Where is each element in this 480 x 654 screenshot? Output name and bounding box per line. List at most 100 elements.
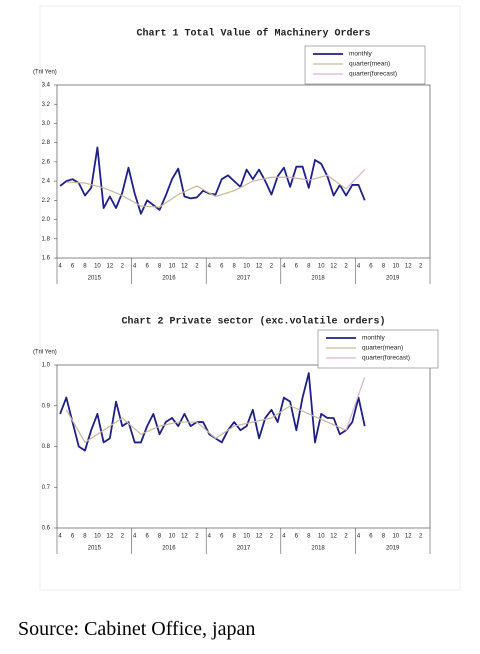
x-tick-label: 10: [169, 264, 176, 270]
y-tick-label: 0.6: [42, 526, 51, 532]
y-tick-label: 0.7: [42, 485, 51, 491]
x-tick-label: 10: [392, 534, 399, 540]
series-line: [66, 174, 347, 208]
y-axis-label: (Tril Yen): [33, 70, 57, 76]
legend-label: quarter(mean): [362, 345, 403, 352]
x-tick-label: 12: [256, 534, 263, 540]
x-tick-label: 8: [233, 264, 237, 270]
legend-box: [317, 329, 439, 369]
frame: [39, 5, 461, 591]
x-tick-label: 2: [270, 534, 274, 540]
year-label: 2016: [162, 546, 176, 552]
x-tick-label: 6: [295, 534, 299, 540]
y-tick-label: 0.8: [42, 444, 51, 450]
x-tick-label: 12: [256, 264, 263, 270]
x-tick-label: 2: [419, 264, 423, 270]
y-tick-label: 3.4: [42, 83, 51, 89]
year-label: 2016: [162, 276, 176, 282]
x-tick-label: 10: [94, 534, 101, 540]
x-tick-label: 8: [307, 534, 311, 540]
series-line: [345, 169, 366, 190]
x-tick-label: 10: [243, 534, 250, 540]
y-tick-label: 1.6: [42, 256, 51, 262]
year-label: 2017: [237, 546, 251, 552]
y-tick-label: 2.0: [42, 217, 51, 223]
x-tick-label: 10: [169, 534, 176, 540]
y-tick-label: 2.4: [42, 179, 51, 185]
x-tick-label: 4: [282, 534, 286, 540]
x-tick-label: 4: [58, 264, 62, 270]
x-tick-label: 12: [330, 534, 337, 540]
y-tick-label: 2.6: [42, 159, 51, 165]
x-tick-label: 8: [233, 534, 237, 540]
x-tick-label: 4: [208, 264, 212, 270]
x-tick-label: 4: [133, 264, 137, 270]
x-tick-label: 4: [208, 534, 212, 540]
y-tick-label: 1.0: [42, 363, 51, 369]
y-tick-label: 0.9: [42, 403, 51, 409]
x-tick-label: 2: [419, 534, 423, 540]
legend-label: quarter(forecast): [362, 355, 410, 362]
x-tick-label: 10: [318, 264, 325, 270]
x-tick-label: 2: [270, 264, 274, 270]
series-line: [345, 377, 366, 431]
x-tick-label: 4: [133, 534, 137, 540]
series-line: [59, 372, 366, 452]
x-tick-label: 4: [357, 534, 361, 540]
chart-area: Chart 1 Total Value of Machinery Orders (…: [33, 5, 461, 591]
x-tick-label: 8: [158, 264, 162, 270]
x-tick-label: 6: [369, 534, 373, 540]
x-tick-label: 4: [357, 264, 361, 270]
x-tick-label: 12: [106, 264, 113, 270]
x-tick-label: 8: [83, 534, 87, 540]
y-axis-label: (Tril Yen): [33, 350, 57, 356]
plot-frame: [56, 84, 431, 259]
x-tick-label: 12: [106, 534, 113, 540]
year-label: 2019: [386, 276, 400, 282]
x-tick-label: 2: [344, 534, 348, 540]
year-label: 2018: [311, 546, 325, 552]
x-tick-label: 6: [145, 534, 149, 540]
y-tick-label: 2.8: [42, 140, 51, 146]
legend-label: quarter(forecast): [349, 71, 397, 78]
x-tick-label: 6: [220, 534, 224, 540]
source-note: Source: Cabinet Office, japan: [18, 618, 256, 640]
year-label: 2018: [311, 276, 325, 282]
y-tick-label: 3.0: [42, 121, 51, 127]
x-tick-label: 12: [405, 534, 412, 540]
x-tick-label: 6: [295, 264, 299, 270]
y-tick-label: 3.2: [42, 102, 51, 108]
x-tick-label: 4: [58, 534, 62, 540]
series-line: [59, 146, 366, 215]
x-tick-label: 6: [369, 264, 373, 270]
legend-box: [304, 45, 426, 85]
x-tick-label: 6: [71, 534, 75, 540]
x-tick-label: 12: [405, 264, 412, 270]
year-label: 2015: [88, 276, 102, 282]
x-tick-label: 2: [121, 264, 125, 270]
x-tick-label: 10: [318, 534, 325, 540]
y-tick-label: 1.8: [42, 236, 51, 242]
y-tick-label: 2.2: [42, 198, 51, 204]
chart-title: Chart 1 Total Value of Machinery Orders: [136, 28, 370, 40]
year-label: 2017: [237, 276, 251, 282]
chart-title: Chart 2 Private sector (exc.volatile ord…: [121, 316, 385, 328]
x-tick-label: 12: [181, 264, 188, 270]
x-tick-label: 4: [282, 264, 286, 270]
x-tick-label: 10: [392, 264, 399, 270]
legend-label: monthly: [349, 51, 373, 58]
x-tick-label: 2: [195, 534, 199, 540]
x-tick-label: 6: [145, 264, 149, 270]
plot-frame: [56, 364, 431, 529]
series-line: [65, 405, 347, 444]
x-tick-label: 8: [307, 264, 311, 270]
x-tick-label: 8: [382, 534, 386, 540]
x-tick-label: 6: [71, 264, 75, 270]
x-tick-label: 10: [94, 264, 101, 270]
x-tick-label: 12: [181, 534, 188, 540]
x-tick-label: 2: [344, 264, 348, 270]
legend-label: quarter(mean): [349, 61, 390, 68]
x-tick-label: 8: [158, 534, 162, 540]
year-label: 2019: [386, 546, 400, 552]
